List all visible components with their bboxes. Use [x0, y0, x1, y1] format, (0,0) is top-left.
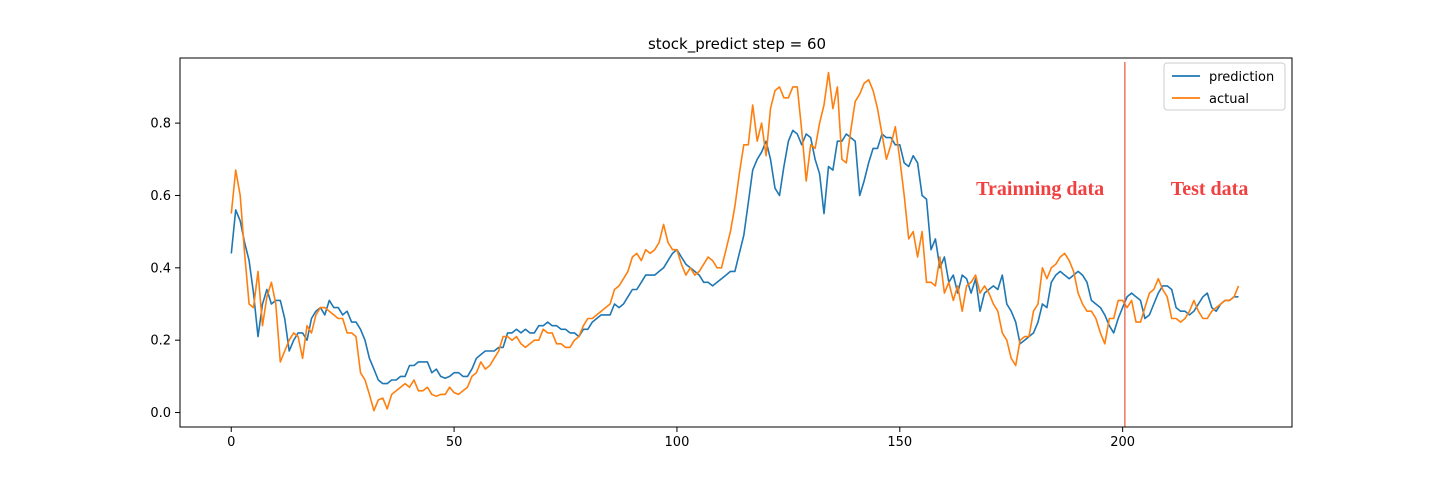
axes-frame: [179, 57, 1293, 428]
legend-label-prediction: prediction: [1209, 70, 1274, 85]
annotation-1: Test data: [1171, 178, 1249, 200]
annotation-0: Trainning data: [976, 178, 1104, 200]
series-line-prediction: [230, 129, 1239, 385]
y-tick-label: 0.4: [150, 261, 171, 276]
x-tick-label: 150: [887, 435, 912, 450]
x-tick-label: 0: [227, 435, 235, 450]
axes: 0 50 100 150 200 0.0 0.2 0.4 0.6 0.8: [150, 57, 1293, 450]
legend-label-actual: actual: [1209, 92, 1249, 107]
series-line-actual: [230, 71, 1240, 412]
y-tick-label: 0.0: [150, 406, 171, 421]
x-tick-label: 50: [446, 435, 463, 450]
y-tick-label: 0.2: [150, 334, 171, 349]
chart-title: stock_predict step = 60: [648, 35, 826, 54]
x-tick-label: 100: [665, 435, 690, 450]
plot-area: Trainning data Test data: [230, 62, 1249, 427]
y-tick-label: 0.8: [150, 117, 171, 132]
legend: prediction actual: [1163, 62, 1286, 111]
y-tick-label: 0.6: [150, 189, 171, 204]
x-tick-label: 200: [1110, 435, 1135, 450]
